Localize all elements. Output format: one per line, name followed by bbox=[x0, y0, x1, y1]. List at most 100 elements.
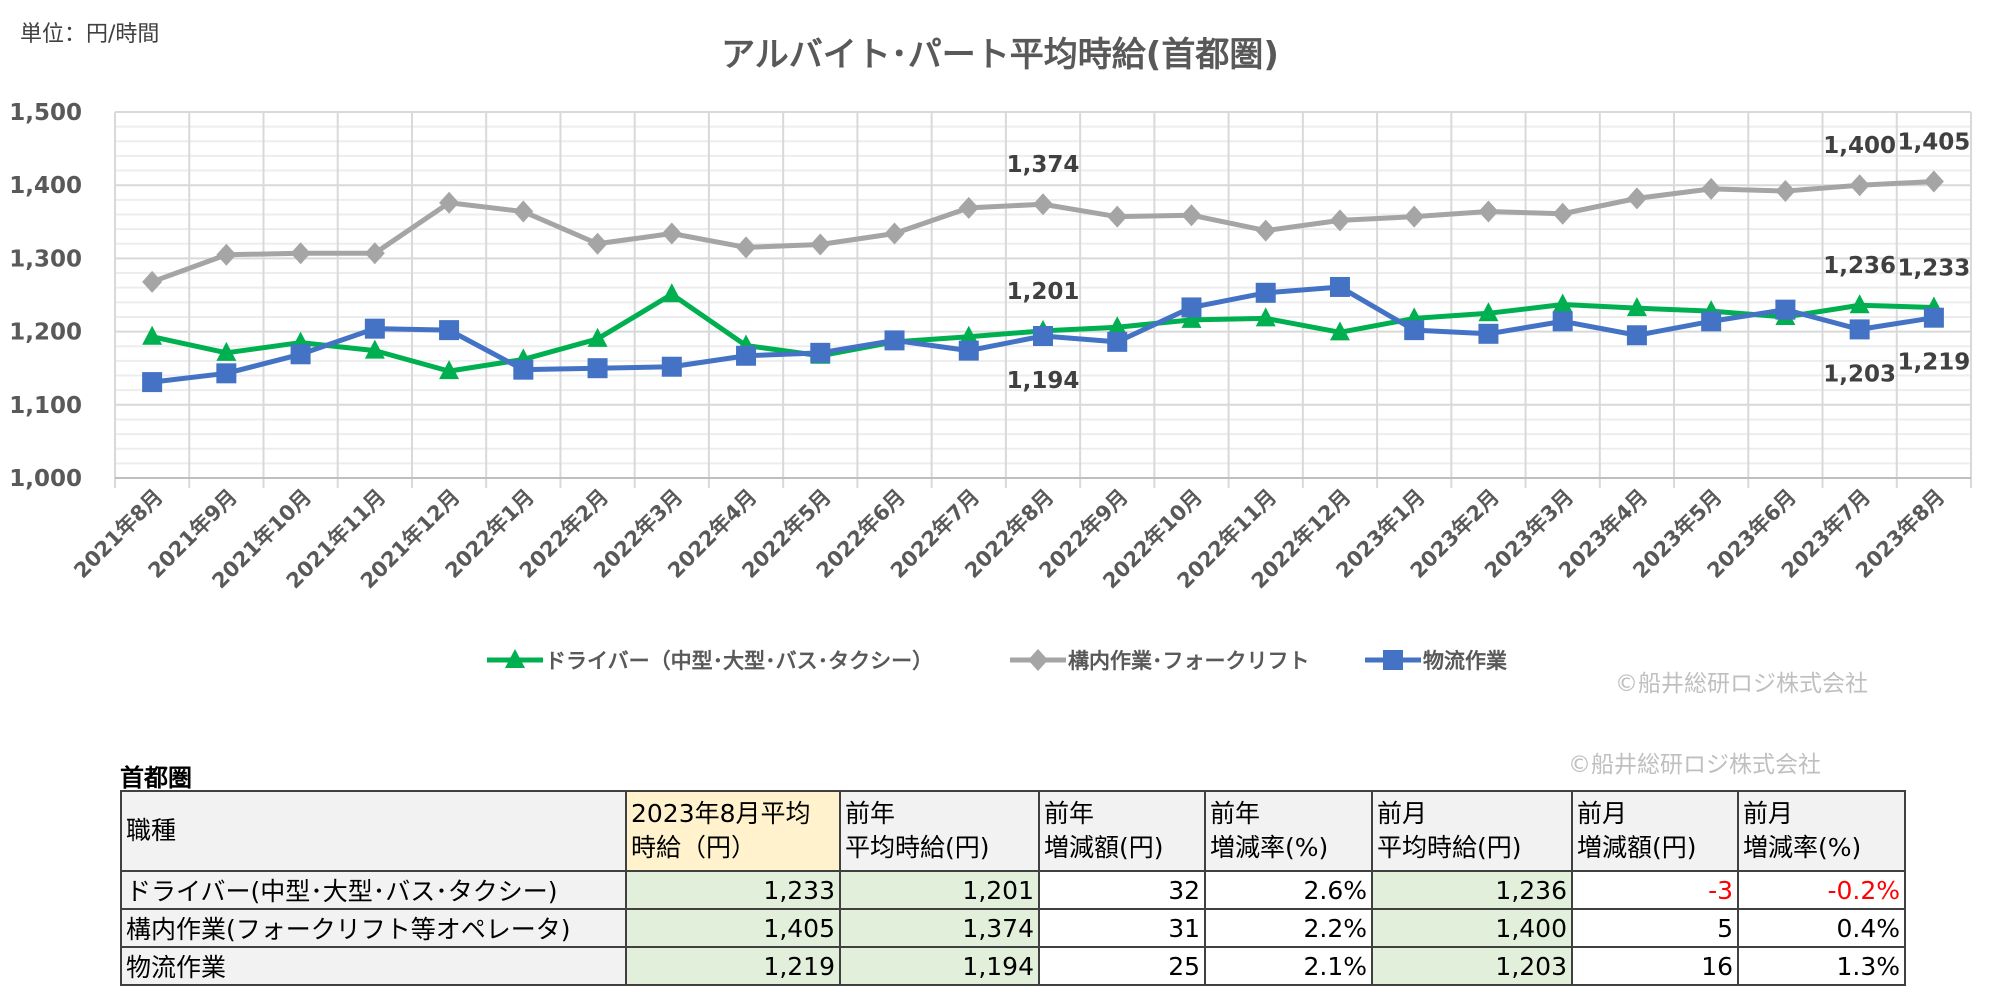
table-header-cell: 前年 平均時給(円) bbox=[839, 790, 1040, 872]
value-cell: 2.2% bbox=[1204, 908, 1373, 948]
data-point-logistics bbox=[1181, 297, 1202, 318]
header-text: 前年 bbox=[1044, 799, 1095, 828]
data-point-driver bbox=[439, 360, 460, 380]
data-point-logistics bbox=[290, 344, 311, 365]
data-label-logistics: 1,219 bbox=[1897, 350, 1970, 376]
value-cell: 1,203 bbox=[1371, 946, 1573, 986]
table-row: 構内作業(フォークリフト等オペレータ) 1,405 1,374 31 2.2% 1,400… bbox=[120, 908, 1906, 948]
data-point-logistics bbox=[587, 358, 608, 379]
data-point-logistics bbox=[1478, 323, 1499, 344]
data-point-forklift bbox=[1775, 180, 1796, 203]
data-point-logistics bbox=[884, 330, 905, 351]
data-label-forklift: 1,405 bbox=[1897, 130, 1970, 156]
data-point-driver bbox=[142, 325, 163, 345]
data-point-forklift bbox=[290, 242, 311, 265]
data-point-logistics bbox=[661, 356, 682, 377]
y-tick-label: 1,400 bbox=[9, 173, 82, 199]
value-cell: 16 bbox=[1571, 946, 1739, 986]
data-point-driver bbox=[1107, 316, 1128, 336]
data-point-logistics bbox=[1849, 319, 1870, 340]
value-cell: 1.3% bbox=[1737, 946, 1906, 986]
header-text: 2023年8月平均 bbox=[631, 799, 811, 828]
data-point-logistics bbox=[1626, 325, 1647, 346]
value-cell: 1,219 bbox=[625, 946, 841, 986]
legend-marker-logistics bbox=[1383, 650, 1403, 670]
header-text: 時給（円） bbox=[631, 833, 757, 862]
data-labels: 1,374 1,400 1,405 1,201 1,236 1,233 1,194 1,203… bbox=[1007, 130, 1971, 394]
y-axis: 1,000 1,100 1,200 1,300 1,400 1,500 bbox=[9, 100, 82, 492]
data-point-forklift bbox=[1478, 200, 1499, 223]
data-point-forklift bbox=[1255, 219, 1276, 242]
data-point-forklift bbox=[1701, 177, 1722, 200]
data-point-logistics bbox=[1404, 320, 1425, 341]
header-text: 前月 bbox=[1377, 799, 1428, 828]
data-point-forklift bbox=[810, 233, 831, 256]
value-cell: 0.4% bbox=[1737, 908, 1906, 948]
data-point-logistics bbox=[439, 320, 460, 341]
series-logistics bbox=[142, 276, 1944, 393]
value-cell: 1,405 bbox=[625, 908, 841, 948]
header-text: 増減額(円) bbox=[1577, 833, 1697, 862]
value-cell: 32 bbox=[1038, 870, 1206, 910]
data-point-logistics bbox=[736, 345, 757, 366]
table-header-cell: 前月 増減率(%) bbox=[1737, 790, 1906, 872]
legend-item-logistics: 物流作業 bbox=[1365, 649, 1508, 673]
job-type-cell: 物流作業 bbox=[120, 946, 627, 986]
data-point-forklift bbox=[1404, 205, 1425, 228]
series-forklift bbox=[142, 170, 1944, 293]
data-point-forklift bbox=[1329, 209, 1350, 232]
data-label-driver: 1,201 bbox=[1007, 279, 1080, 305]
legend-label-logistics: 物流作業 bbox=[1423, 649, 1508, 673]
data-point-forklift bbox=[587, 232, 608, 255]
data-point-driver bbox=[1552, 293, 1573, 313]
legend-item-driver: ドライバー（中型･大型･バス･タクシー） bbox=[487, 649, 933, 673]
legend-marker-forklift bbox=[1028, 649, 1048, 671]
series-layer bbox=[142, 170, 1944, 393]
data-point-forklift bbox=[1849, 174, 1870, 197]
data-point-driver bbox=[1255, 307, 1276, 327]
y-tick-label: 1,100 bbox=[9, 393, 82, 419]
data-label-forklift: 1,374 bbox=[1007, 152, 1080, 178]
unit-label: 単位：円/時間 bbox=[20, 22, 160, 47]
data-point-forklift bbox=[513, 200, 534, 223]
header-text: 増減率(%) bbox=[1210, 833, 1329, 862]
data-point-logistics bbox=[142, 372, 163, 393]
line-chart: アルバイト･パート平均時給(首都圏) 1,0001,1001,2001,3001… bbox=[9, 35, 1972, 673]
value-cell: 1,374 bbox=[839, 908, 1040, 948]
y-tick-label: 1,000 bbox=[9, 466, 82, 492]
value-cell: 5 bbox=[1571, 908, 1739, 948]
data-point-driver bbox=[1478, 302, 1499, 322]
table-region-title: 首都圏 bbox=[120, 764, 192, 792]
data-point-driver bbox=[216, 341, 237, 361]
value-cell: -3 bbox=[1571, 870, 1739, 910]
data-point-logistics bbox=[1107, 331, 1128, 352]
header-text: 増減額(円) bbox=[1044, 833, 1164, 862]
table-header-cell: 2023年8月平均 時給（円） bbox=[625, 790, 841, 872]
data-point-logistics bbox=[1255, 282, 1276, 303]
header-text: 前年 bbox=[845, 799, 896, 828]
wage-table: 職種 2023年8月平均 時給（円） 前年 平均時給(円) 前年 増減額(円) 前年 増減率(%… bbox=[120, 790, 1906, 986]
data-point-forklift bbox=[884, 222, 905, 245]
table-row: ドライバー(中型･大型･バス･タクシー) 1,233 1,201 32 2.6% 1,23… bbox=[120, 870, 1906, 910]
data-point-logistics bbox=[1701, 311, 1722, 332]
data-label-driver: 1,233 bbox=[1897, 255, 1970, 281]
data-point-forklift bbox=[958, 196, 979, 219]
value-cell: 2.6% bbox=[1204, 870, 1373, 910]
legend-marker-driver bbox=[505, 649, 525, 668]
data-point-forklift bbox=[661, 222, 682, 245]
data-point-driver bbox=[958, 325, 979, 345]
legend: ドライバー（中型･大型･バス･タクシー） 構内作業･フォークリフト 物流作業 bbox=[487, 649, 1508, 673]
table-header-cell: 前月 平均時給(円) bbox=[1371, 790, 1573, 872]
data-label-driver: 1,236 bbox=[1823, 253, 1896, 279]
data-point-logistics bbox=[958, 340, 979, 361]
job-type-cell: ドライバー(中型･大型･バス･タクシー) bbox=[120, 870, 627, 910]
data-point-driver bbox=[1849, 294, 1870, 314]
data-point-forklift bbox=[364, 242, 385, 265]
value-cell: 25 bbox=[1038, 946, 1206, 986]
data-point-forklift bbox=[1552, 202, 1573, 225]
data-point-forklift bbox=[1923, 170, 1944, 193]
value-cell: 1,233 bbox=[625, 870, 841, 910]
data-label-logistics: 1,203 bbox=[1823, 361, 1896, 387]
copyright-table: ©船井総研ロジ株式会社 bbox=[1568, 752, 1821, 778]
data-point-forklift bbox=[1033, 193, 1053, 216]
